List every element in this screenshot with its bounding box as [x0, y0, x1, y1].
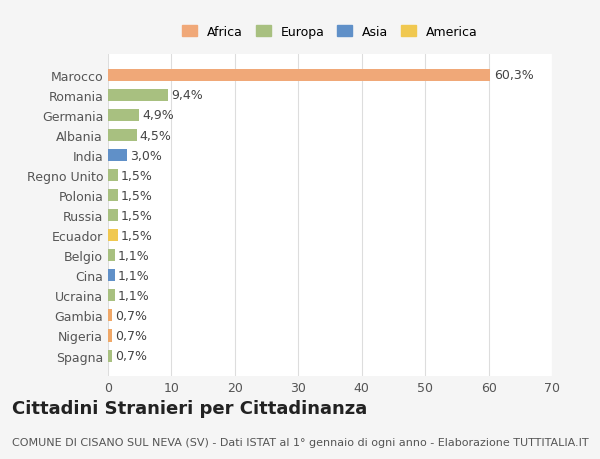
Bar [108, 210, 118, 222]
Text: 0,7%: 0,7% [116, 309, 148, 322]
Text: 1,1%: 1,1% [118, 249, 150, 262]
Bar [108, 130, 137, 142]
Bar [108, 190, 118, 202]
Text: 1,5%: 1,5% [121, 229, 152, 242]
Text: 1,5%: 1,5% [121, 189, 152, 202]
Bar [108, 150, 127, 162]
Bar [108, 170, 118, 182]
Bar [108, 270, 115, 282]
Text: 60,3%: 60,3% [494, 69, 533, 82]
Text: COMUNE DI CISANO SUL NEVA (SV) - Dati ISTAT al 1° gennaio di ogni anno - Elabora: COMUNE DI CISANO SUL NEVA (SV) - Dati IS… [12, 437, 589, 447]
Text: 9,4%: 9,4% [171, 89, 203, 102]
Text: 1,1%: 1,1% [118, 269, 150, 282]
Text: Cittadini Stranieri per Cittadinanza: Cittadini Stranieri per Cittadinanza [12, 399, 367, 417]
Text: 1,1%: 1,1% [118, 289, 150, 302]
Text: 0,7%: 0,7% [116, 349, 148, 362]
Legend: Africa, Europa, Asia, America: Africa, Europa, Asia, America [176, 20, 484, 45]
Bar [108, 310, 112, 322]
Bar [108, 90, 167, 102]
Bar [108, 230, 118, 242]
Text: 4,9%: 4,9% [142, 109, 174, 122]
Bar [108, 290, 115, 302]
Text: 3,0%: 3,0% [130, 149, 162, 162]
Text: 1,5%: 1,5% [121, 209, 152, 222]
Text: 1,5%: 1,5% [121, 169, 152, 182]
Text: 0,7%: 0,7% [116, 329, 148, 342]
Bar [108, 70, 490, 82]
Bar [108, 250, 115, 262]
Bar [108, 350, 112, 362]
Bar [108, 330, 112, 342]
Bar [108, 110, 139, 122]
Text: 4,5%: 4,5% [140, 129, 172, 142]
